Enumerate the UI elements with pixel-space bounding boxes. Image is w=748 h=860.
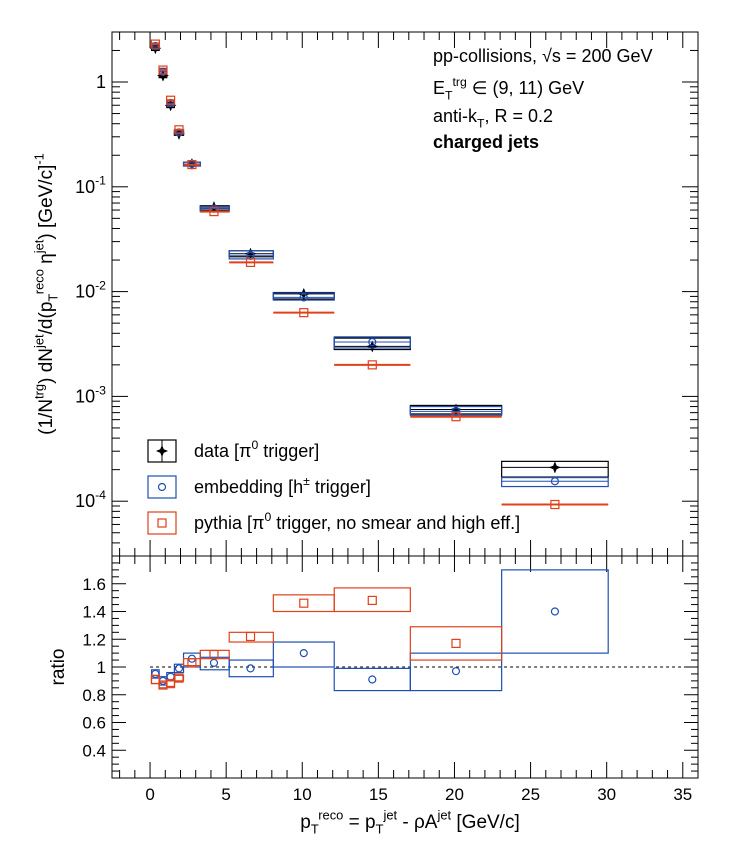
circle-series-point bbox=[368, 675, 377, 684]
circle-series-point bbox=[246, 251, 255, 260]
x-tick-label: 30 bbox=[597, 785, 616, 804]
legend-marker bbox=[155, 444, 169, 458]
legend-marker bbox=[157, 518, 167, 528]
square-series-point bbox=[150, 674, 160, 685]
circle-series-syst-box bbox=[409, 652, 503, 692]
square-series-point bbox=[187, 159, 197, 170]
y-tick-label: 1.2 bbox=[82, 630, 106, 649]
square-series-point bbox=[451, 638, 461, 649]
y-tick-label: 10-2​ bbox=[75, 279, 106, 302]
x-axis-label: pTreco = pTjet - ρAjet [GeV/c] bbox=[300, 807, 520, 836]
x-tick-label: 25 bbox=[521, 785, 540, 804]
square-series-point bbox=[150, 39, 160, 49]
circle-series-point bbox=[451, 407, 461, 416]
legend-label: embedding [h± trigger] bbox=[194, 474, 371, 497]
annotation-text: charged jets bbox=[433, 132, 539, 152]
square-series-point bbox=[299, 598, 309, 608]
square-series-point bbox=[209, 649, 219, 660]
circle-series-syst-box bbox=[272, 641, 335, 668]
y-tick-label: 1.4 bbox=[82, 603, 106, 622]
circle-series-point bbox=[299, 649, 308, 658]
y-tick-label: 0.6 bbox=[82, 714, 106, 733]
legend-label: data [π0 trigger] bbox=[194, 438, 319, 461]
square-series-point bbox=[245, 631, 256, 642]
legend: data [π0 trigger] embedding [h± trigger] p… bbox=[147, 438, 520, 535]
legend-box bbox=[147, 475, 177, 499]
square-series-point bbox=[209, 206, 219, 217]
square-series-point bbox=[158, 65, 168, 75]
y-tick-label: 10-1​ bbox=[75, 174, 106, 197]
annotation-text: anti-kT, R = 0.2 bbox=[433, 106, 553, 130]
y-axis-label: (1/Ntrg) dNjet/d(pTreco ηjet) [GeV/c]-1​ bbox=[31, 153, 60, 435]
square-series-point bbox=[174, 673, 184, 683]
circle-series-syst-box bbox=[228, 659, 274, 678]
circle-series-point bbox=[550, 477, 560, 486]
legend-box bbox=[147, 511, 177, 535]
circle-series-point bbox=[246, 664, 255, 673]
square-series-syst-box bbox=[409, 626, 503, 661]
y-tick-label: 1.6 bbox=[82, 575, 106, 594]
x-tick-label: 10 bbox=[293, 785, 312, 804]
square-series-point bbox=[166, 679, 176, 689]
square-series-point bbox=[550, 499, 560, 510]
y-tick-label: 10-4​ bbox=[75, 488, 106, 511]
ratio-panel: 0 5 10 15 20 25 30 35 0.4 0.6 0.8 1 1.2 1.4 1.6 bbox=[82, 555, 699, 804]
circle-series-point bbox=[209, 658, 219, 667]
square-series-point bbox=[166, 95, 176, 105]
star-series-point bbox=[366, 340, 379, 353]
square-series-point bbox=[187, 658, 197, 668]
x-tick-label: 0 bbox=[145, 785, 154, 804]
circle-series-syst-box bbox=[173, 663, 185, 674]
square-series-point bbox=[245, 257, 256, 267]
axis-labels: (1/Ntrg) dNjet/d(pTreco ηjet) [GeV/c]-1​… bbox=[31, 153, 519, 837]
x-tick-label: 15 bbox=[369, 785, 388, 804]
square-series-point bbox=[174, 125, 184, 135]
circle-series-point bbox=[151, 669, 160, 679]
square-series-point bbox=[299, 308, 309, 318]
legend-marker bbox=[157, 482, 167, 492]
circle-series-syst-box bbox=[272, 292, 335, 301]
spectrum-panel: 10-4​ 10-3​ 10-2​ 10-1​ 1 bbox=[75, 31, 699, 557]
x-tick-label: 5 bbox=[221, 785, 230, 804]
circle-series-point bbox=[451, 667, 461, 676]
x-tick-label: 20 bbox=[445, 785, 464, 804]
square-series-point bbox=[367, 360, 377, 370]
circle-series-point bbox=[299, 293, 308, 302]
y-tick-label: 0.8 bbox=[82, 686, 106, 705]
annotation-text: pp-collisions, √s = 200 GeV bbox=[433, 46, 653, 66]
annotation-text: ETtrg ∈ (9, 11) GeV bbox=[433, 75, 584, 103]
circle-series-syst-box bbox=[501, 569, 609, 654]
circle-series-point bbox=[174, 664, 184, 673]
y-tick-label: 10-3​ bbox=[75, 383, 106, 406]
square-series-syst-box bbox=[333, 587, 411, 613]
annotations: pp-collisions, √s = 200 GeV ETtrg ∈ (9, 1… bbox=[433, 46, 653, 152]
x-tick-label: 35 bbox=[673, 785, 692, 804]
y-tick-label: 0.4 bbox=[82, 741, 106, 760]
y-tick-label: 1 bbox=[96, 72, 106, 92]
square-series-point bbox=[367, 595, 377, 606]
legend-label: pythia [π0 trigger, no smear and high ef… bbox=[194, 510, 520, 533]
square-series-point bbox=[451, 412, 461, 422]
ratio-axis-label: ratio bbox=[48, 649, 69, 686]
circle-series-point bbox=[550, 607, 560, 616]
star-series-point bbox=[548, 461, 562, 474]
circle-series-point bbox=[368, 337, 377, 347]
y-tick-label: 1 bbox=[97, 658, 106, 677]
